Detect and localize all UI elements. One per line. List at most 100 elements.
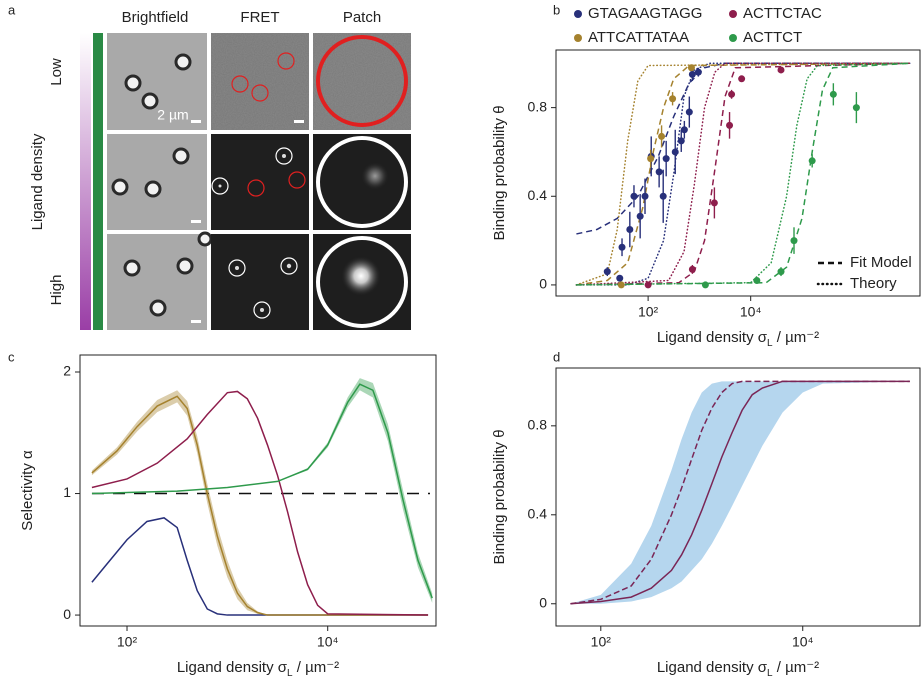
data-point	[778, 66, 785, 73]
data-point	[728, 91, 735, 98]
theory-line	[576, 63, 909, 285]
data-point	[688, 64, 695, 71]
data-point	[637, 213, 644, 220]
density-gradient	[80, 33, 91, 330]
x-axis-label: Ligand density σL / µm⁻²	[657, 329, 819, 349]
data-point	[726, 122, 733, 129]
data-point	[672, 148, 679, 155]
data-point	[686, 109, 693, 116]
patch-glow	[361, 162, 389, 190]
data-point	[656, 168, 663, 175]
density-bar	[93, 33, 103, 330]
x-axis-label: Ligand density σL / µm⁻²	[657, 659, 819, 676]
x-axis-label-part: Ligand density σ	[657, 659, 768, 676]
data-point	[647, 155, 654, 162]
x-tick-label: 10²	[117, 634, 138, 650]
y-tick-label: 0	[63, 606, 71, 622]
y-tick-label: 2	[63, 363, 71, 379]
legend-label: ACTTCTAC	[743, 5, 822, 22]
panel-a: a Brightfield FRET Patch Low Ligand dens…	[8, 2, 411, 330]
scale-bar	[294, 120, 304, 123]
theory-line	[576, 63, 909, 285]
data-point	[830, 91, 837, 98]
y-tick-label: 1	[63, 484, 71, 500]
fit-line	[576, 63, 909, 285]
data-point	[711, 199, 718, 206]
density-label: Ligand density	[29, 133, 46, 230]
y-axis-label: Binding probability θ	[491, 429, 508, 564]
fret-image	[211, 234, 309, 330]
y-tick-label: 0.4	[528, 505, 548, 521]
y-tick-label: 0.4	[528, 187, 548, 203]
x-axis-label-part: / µm⁻²	[773, 659, 820, 676]
theory-line	[576, 63, 909, 285]
data-point	[702, 281, 709, 288]
panel: d 0 0.4 0.8 10² 10⁴ Binding probability θ Ligan…	[491, 349, 920, 676]
patch-glow	[341, 256, 381, 296]
data-point	[853, 104, 860, 111]
data-point	[753, 277, 760, 284]
x-tick-label: 10²	[638, 304, 659, 320]
fit-line	[576, 63, 909, 285]
data-point	[669, 95, 676, 102]
x-tick-label: 10⁴	[317, 634, 339, 650]
data-line	[570, 381, 909, 603]
legend-marker	[729, 10, 737, 18]
axes-frame	[80, 355, 436, 626]
data-point	[645, 281, 652, 288]
panel-label: c	[8, 349, 15, 364]
y-tick-label: 0.8	[528, 417, 548, 433]
data-point	[618, 281, 625, 288]
data-point	[791, 237, 798, 244]
legend-label: Theory	[850, 275, 897, 292]
y-tick-label: 0	[539, 594, 547, 610]
column-title: Brightfield	[122, 9, 189, 26]
legend-label: Fit Model	[850, 254, 912, 271]
legend-marker	[729, 34, 737, 42]
theory-line	[576, 63, 909, 285]
data-point	[619, 244, 626, 251]
y-axis-label: Selectivity α	[19, 450, 36, 531]
legend-marker	[574, 10, 582, 18]
patch-image	[313, 33, 411, 130]
fret-image	[211, 134, 309, 230]
data-line	[92, 396, 428, 615]
legend-label: ACTTCT	[743, 29, 802, 46]
fit-line	[576, 63, 909, 234]
x-axis-label-part: Ligand density σ	[177, 659, 288, 676]
x-tick-label: 10²	[591, 634, 612, 650]
density-low: Low	[48, 58, 65, 86]
data-point	[642, 193, 649, 200]
x-axis-label-part: / µm⁻²	[293, 659, 340, 676]
column-title: FRET	[240, 9, 279, 26]
data-point	[689, 71, 696, 78]
data-point	[809, 157, 816, 164]
data-point	[660, 193, 667, 200]
data-point	[681, 126, 688, 133]
data-point	[658, 133, 665, 140]
page: a Brightfield FRET Patch Low Ligand dens…	[0, 0, 923, 676]
legend-marker	[574, 34, 582, 42]
x-axis-label: Ligand density σL / µm⁻²	[177, 659, 339, 676]
panel-label: d	[553, 349, 560, 364]
y-tick-label: 0.8	[528, 98, 548, 114]
data-point	[616, 275, 623, 282]
panel-label: a	[8, 2, 16, 17]
legend-label: GTAGAAGTAGG	[588, 5, 702, 22]
x-axis-label-part: / µm⁻²	[773, 329, 820, 346]
data-point	[630, 193, 637, 200]
scale-bar-label: 2 µm	[157, 107, 188, 123]
data-point	[604, 268, 611, 275]
data-point	[738, 75, 745, 82]
x-axis-label-part: Ligand density σ	[657, 329, 768, 346]
panel-label: b	[553, 2, 560, 17]
data-line	[92, 518, 428, 615]
legend-label: ATTCATTATAA	[588, 29, 689, 46]
x-tick-label: 10⁴	[740, 304, 762, 320]
y-axis-label: Binding probability θ	[491, 105, 508, 240]
column-title: Patch	[343, 9, 381, 26]
patch-image	[313, 134, 411, 230]
x-tick-label: 10⁴	[792, 634, 814, 650]
panel: c 0 1 2 10² 10⁴ Selectivity α Ligand density σL…	[8, 349, 436, 676]
